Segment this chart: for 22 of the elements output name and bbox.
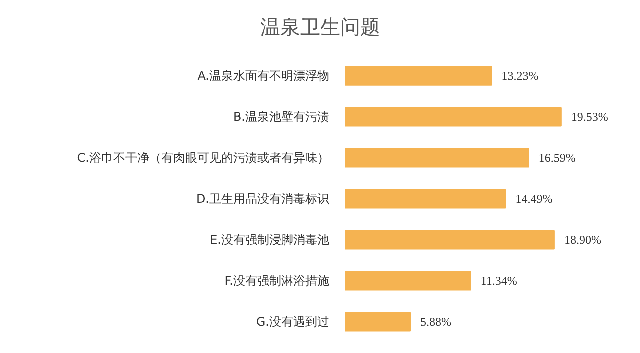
y-tick-label: A.温泉水面有不明漂浮物: [198, 69, 330, 84]
bar: [346, 66, 492, 86]
bar: [346, 148, 530, 168]
y-tick-label: G.没有遇到过: [256, 315, 330, 330]
data-label: 11.34%: [480, 274, 518, 288]
y-tick-label: B.温泉池壁有污渍: [233, 110, 330, 124]
bar: [346, 230, 555, 250]
bar: [346, 107, 562, 127]
y-tick-label: D.卫生用品没有消毒标识: [196, 192, 330, 206]
bar: [346, 312, 412, 332]
data-label: 5.88%: [420, 315, 452, 330]
bar: [346, 189, 506, 209]
y-tick-label: F.没有强制淋浴措施: [224, 274, 330, 288]
data-label: 13.23%: [502, 69, 539, 84]
data-label: 19.53%: [571, 110, 608, 124]
data-label: 16.59%: [538, 151, 576, 166]
chart-title: 温泉卫生问题: [260, 15, 380, 39]
y-tick-label: C.浴巾不干净（有肉眼可见的污渍或者有异味）: [77, 151, 330, 166]
data-label: 18.90%: [564, 233, 602, 248]
data-label: 14.49%: [516, 192, 553, 206]
y-tick-label: E.没有强制浸脚消毒池: [210, 233, 330, 248]
bar: [346, 271, 472, 291]
